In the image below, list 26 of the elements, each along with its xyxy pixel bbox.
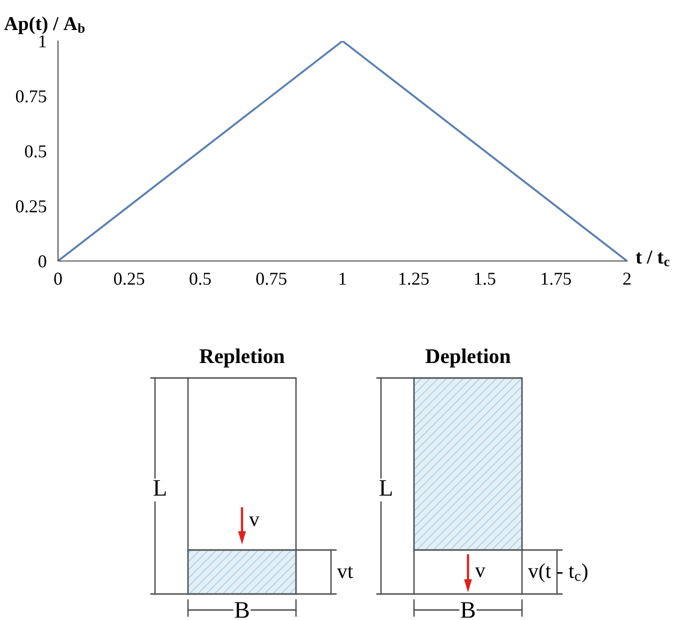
x-tick-label: 2: [623, 272, 631, 285]
x-tick-label: 0: [54, 272, 62, 285]
text: L: [379, 480, 392, 496]
text: L: [153, 480, 166, 496]
x-tick-label: 0.25: [114, 272, 144, 285]
text: B: [234, 602, 249, 618]
text: v: [249, 516, 260, 526]
y-axis-title: Ap(t) / A$_{b}$: [4, 16, 85, 34]
y-tick-label: 0.25: [16, 200, 46, 213]
text: Depletion: [426, 348, 511, 368]
y-tick-label: 0.75: [16, 90, 46, 103]
x-tick-label: 1.75: [542, 272, 571, 285]
y-tick-label: 0.5: [25, 145, 46, 158]
x-tick-label: 1.5: [475, 272, 496, 285]
y-tick-label: 0: [38, 255, 46, 268]
text: v(t - t$_{c}$): [528, 563, 588, 582]
x-tick-label: 1.25: [399, 272, 429, 285]
x-axis-title: t / t$_{c}$: [636, 250, 670, 266]
text: Repletion: [200, 348, 285, 368]
x-tick-label: 0.75: [256, 272, 286, 285]
text: v: [475, 567, 486, 578]
y-tick-label: 1: [39, 35, 46, 48]
text: B: [460, 602, 475, 618]
text: vt: [337, 566, 354, 578]
x-tick-label: 0.5: [190, 272, 211, 285]
x-tick-label: 1: [340, 272, 346, 285]
